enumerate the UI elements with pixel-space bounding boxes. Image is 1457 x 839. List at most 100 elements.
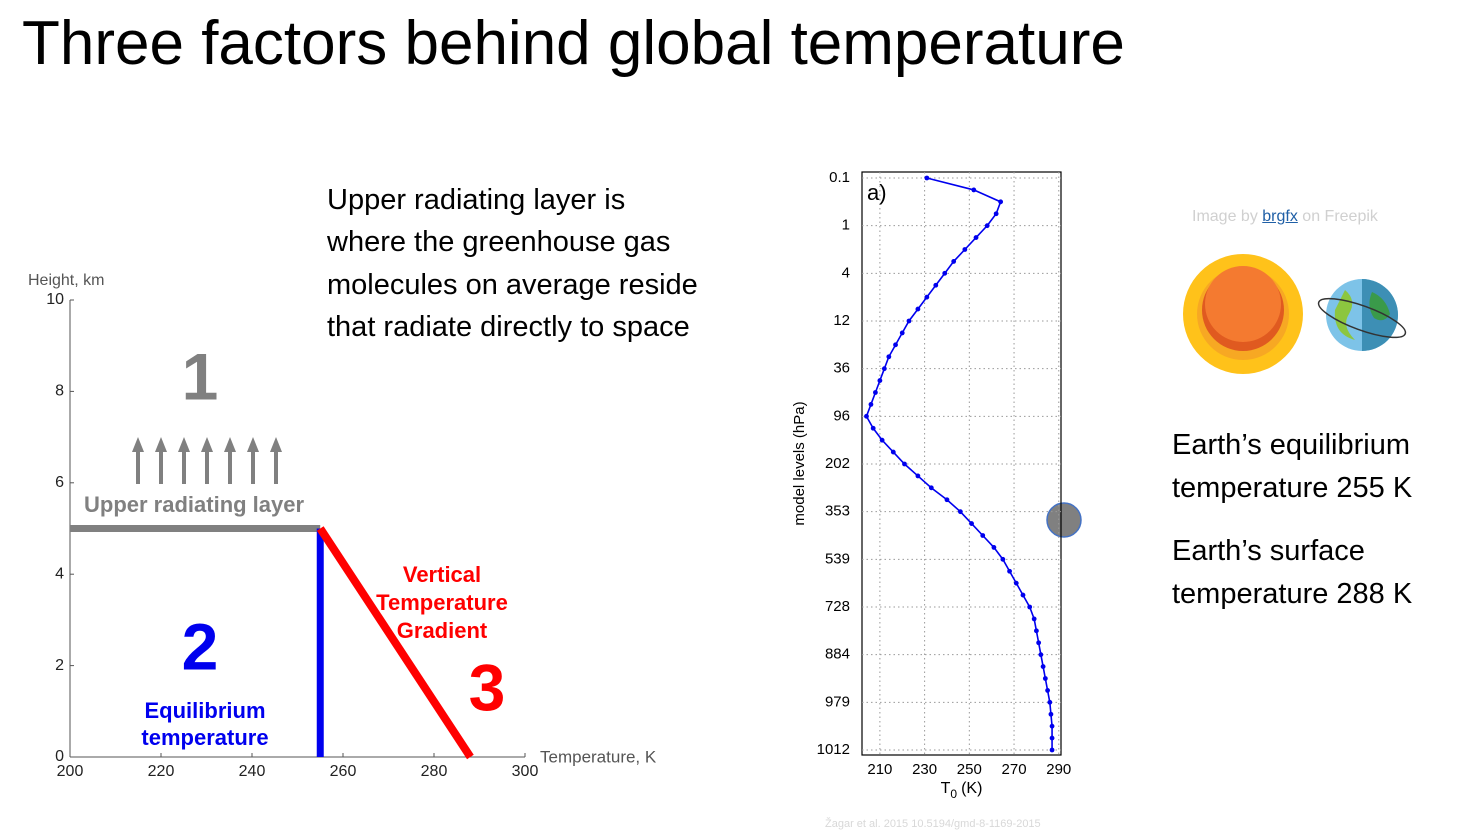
x-tick-label: 280 <box>421 763 448 780</box>
profile-point <box>1049 747 1055 753</box>
profile-point <box>1031 616 1037 622</box>
x-label-symbol: T <box>941 780 951 797</box>
y-tick-label: 884 <box>825 646 850 663</box>
y-axis-label: model levels (hPa) <box>791 401 808 525</box>
y-tick-label: 979 <box>825 693 850 710</box>
x-tick-label: 290 <box>1046 761 1071 778</box>
arrow-head <box>224 437 236 452</box>
arrow-head <box>178 437 190 452</box>
arrow-head <box>201 437 213 452</box>
x-label-subscript: 0 <box>950 787 957 801</box>
profile-point <box>893 342 898 348</box>
arrow-head <box>155 437 167 452</box>
y-tick-label: 4 <box>842 264 850 281</box>
profile-point <box>993 211 999 217</box>
credit-link[interactable]: brgfx <box>1262 208 1298 225</box>
x-axis-label: Temperature, K <box>540 747 657 766</box>
profile-point <box>879 437 885 443</box>
profile-point <box>1034 628 1039 634</box>
profile-point <box>1038 652 1044 658</box>
profile-point <box>1045 688 1050 693</box>
series-label: Equilibrium temperature <box>141 698 269 750</box>
profile-point <box>1049 723 1055 729</box>
profile-point <box>1040 664 1046 669</box>
profile-point <box>899 330 905 336</box>
x-tick-label: 300 <box>512 763 539 780</box>
profile-point <box>998 199 1004 205</box>
y-tick-label: 2 <box>55 657 64 674</box>
profile-point <box>1007 568 1012 574</box>
x-tick-label: 240 <box>239 763 266 780</box>
y-tick-label: 539 <box>825 550 850 567</box>
profile-point <box>1013 580 1019 586</box>
profile-point <box>1000 556 1006 562</box>
profile-point <box>1049 735 1055 741</box>
panel-label: a) <box>867 180 887 205</box>
y-tick-label: 728 <box>825 598 850 615</box>
profile-point <box>873 390 878 395</box>
profile-point <box>924 294 930 300</box>
profile-point <box>1047 699 1053 705</box>
factor-number: 1 <box>182 339 219 413</box>
series-line <box>316 526 474 760</box>
profile-point <box>881 366 887 372</box>
profile-point <box>962 247 968 252</box>
y-tick-label: 6 <box>55 474 64 491</box>
profile-point <box>902 461 907 467</box>
x-label-unit: (K) <box>961 780 982 797</box>
x-tick-label: 220 <box>148 763 175 780</box>
pointer-dot <box>1046 502 1082 538</box>
profile-point <box>973 235 979 240</box>
x-tick-label: 260 <box>330 763 357 780</box>
y-tick-label: 0.1 <box>829 169 850 186</box>
y-tick-label: 202 <box>825 455 850 472</box>
sun-icon <box>1183 254 1303 374</box>
profile-point <box>1027 604 1033 610</box>
series-label: Vertical Temperature Gradient <box>376 562 508 643</box>
y-tick-label: 96 <box>833 407 850 424</box>
y-tick-label: 10 <box>46 291 64 308</box>
x-tick-label: 200 <box>57 763 84 780</box>
profile-point <box>957 509 963 515</box>
citation: Žagar et al. 2015 10.5194/gmd-8-1169-201… <box>825 818 1041 830</box>
profile-point <box>890 449 896 455</box>
profile-point <box>868 402 874 407</box>
y-axis-label: Height, km <box>28 272 104 289</box>
profile-point <box>942 270 948 276</box>
profile-point <box>1042 676 1048 681</box>
y-tick-label: 8 <box>55 383 64 400</box>
profile-point <box>984 223 990 229</box>
profile-point <box>951 259 957 264</box>
profile-point <box>928 485 934 491</box>
earth-icon <box>1317 279 1407 351</box>
profile-point <box>1048 711 1054 717</box>
credit-prefix: Image by <box>1192 208 1258 225</box>
y-tick-label: 36 <box>833 360 850 377</box>
description: Upper radiating layer is where the green… <box>327 184 698 343</box>
y-tick-label: 12 <box>833 312 850 329</box>
x-tick-label: 230 <box>912 761 937 778</box>
profile-point <box>915 306 921 312</box>
profile-point <box>980 533 986 538</box>
y-tick-label: 0 <box>55 748 64 765</box>
credit-suffix: on Freepik <box>1302 208 1378 225</box>
profile-point <box>944 497 950 503</box>
x-tick-label: 250 <box>957 761 982 778</box>
x-tick-label: 270 <box>1002 761 1027 778</box>
profile-point <box>870 425 876 431</box>
profile-point <box>991 545 997 550</box>
factor-number: 3 <box>469 650 506 724</box>
profile-point <box>877 378 883 383</box>
series-label: Upper radiating layer <box>84 492 305 517</box>
y-tick-label: 353 <box>825 503 850 520</box>
profile-point <box>1036 640 1042 646</box>
profile-point <box>933 282 939 288</box>
profile-point <box>906 318 912 324</box>
arrow-head <box>270 437 282 452</box>
arrow-head <box>247 437 259 452</box>
profile-point <box>971 187 977 193</box>
y-tick-label: 1012 <box>817 741 850 758</box>
x-tick-label: 210 <box>867 761 892 778</box>
